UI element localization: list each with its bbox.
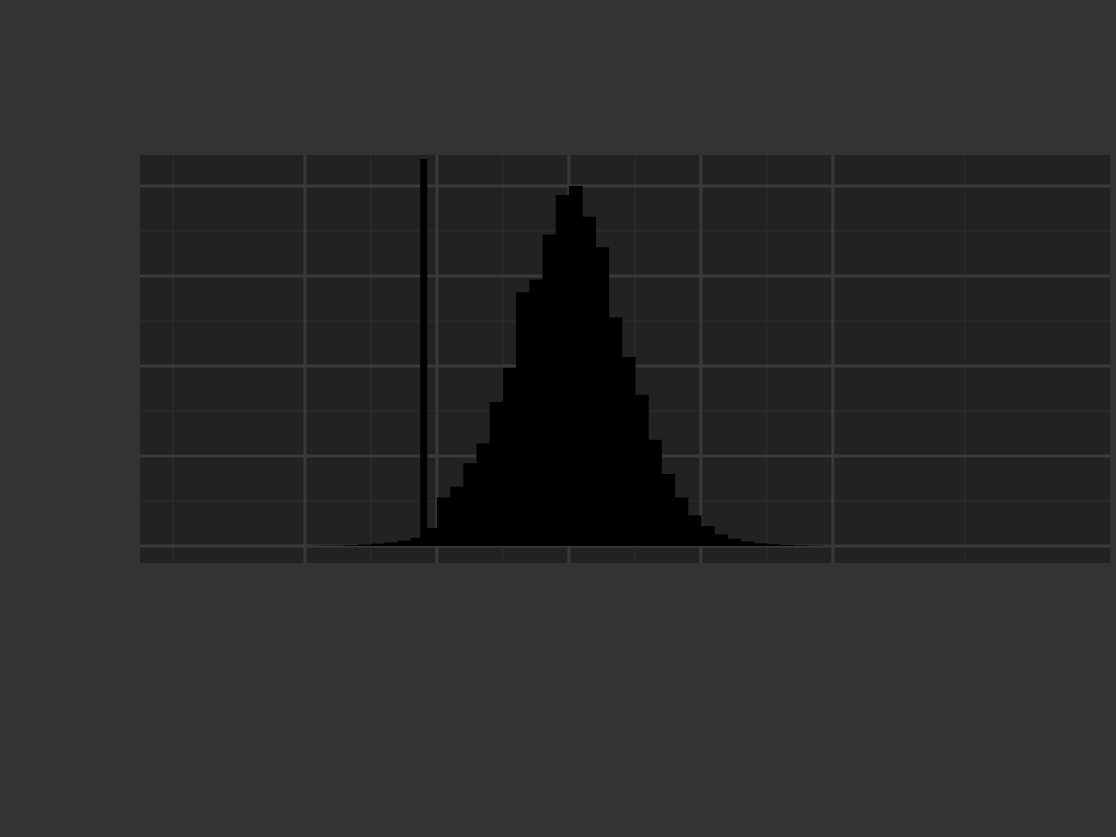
histogram-bar	[502, 367, 517, 546]
histogram-bar	[410, 537, 425, 546]
histogram-bar	[740, 541, 755, 546]
histogram-bar	[608, 317, 623, 546]
histogram-bar	[687, 515, 702, 546]
histogram-bar	[766, 544, 781, 546]
histogram-bar	[331, 545, 346, 546]
histogram-bar	[753, 543, 768, 546]
histogram-bar	[648, 439, 662, 546]
histogram-bar	[529, 279, 544, 546]
histogram-bar	[700, 526, 715, 546]
histogram-bar	[582, 216, 596, 546]
histogram-bar	[344, 545, 359, 546]
histogram-bar	[727, 538, 742, 546]
histogram-bar	[793, 545, 808, 546]
histogram-bar	[370, 543, 385, 546]
histogram-bar	[357, 544, 372, 546]
histogram-bar	[450, 486, 464, 546]
histogram-bar	[674, 497, 689, 546]
histogram-bar	[634, 394, 649, 546]
histogram-bar	[568, 186, 583, 546]
histogram-bar	[476, 443, 491, 546]
histogram-bar	[542, 234, 557, 546]
histogram-bar	[436, 497, 451, 546]
histogram-bar	[463, 463, 478, 546]
histogram-bar	[714, 534, 728, 546]
histogram-bar	[555, 195, 570, 546]
histogram-bar	[661, 474, 676, 546]
histogram-bar	[595, 247, 610, 546]
histogram-bar	[384, 542, 398, 546]
histogram-bar	[621, 357, 636, 546]
histogram-bar	[397, 540, 412, 546]
histogram-bar	[489, 402, 504, 546]
histogram-bar	[780, 544, 794, 546]
major-gridlines	[140, 155, 1110, 563]
histogram-bars	[304, 186, 834, 546]
histogram-bar	[516, 292, 530, 546]
